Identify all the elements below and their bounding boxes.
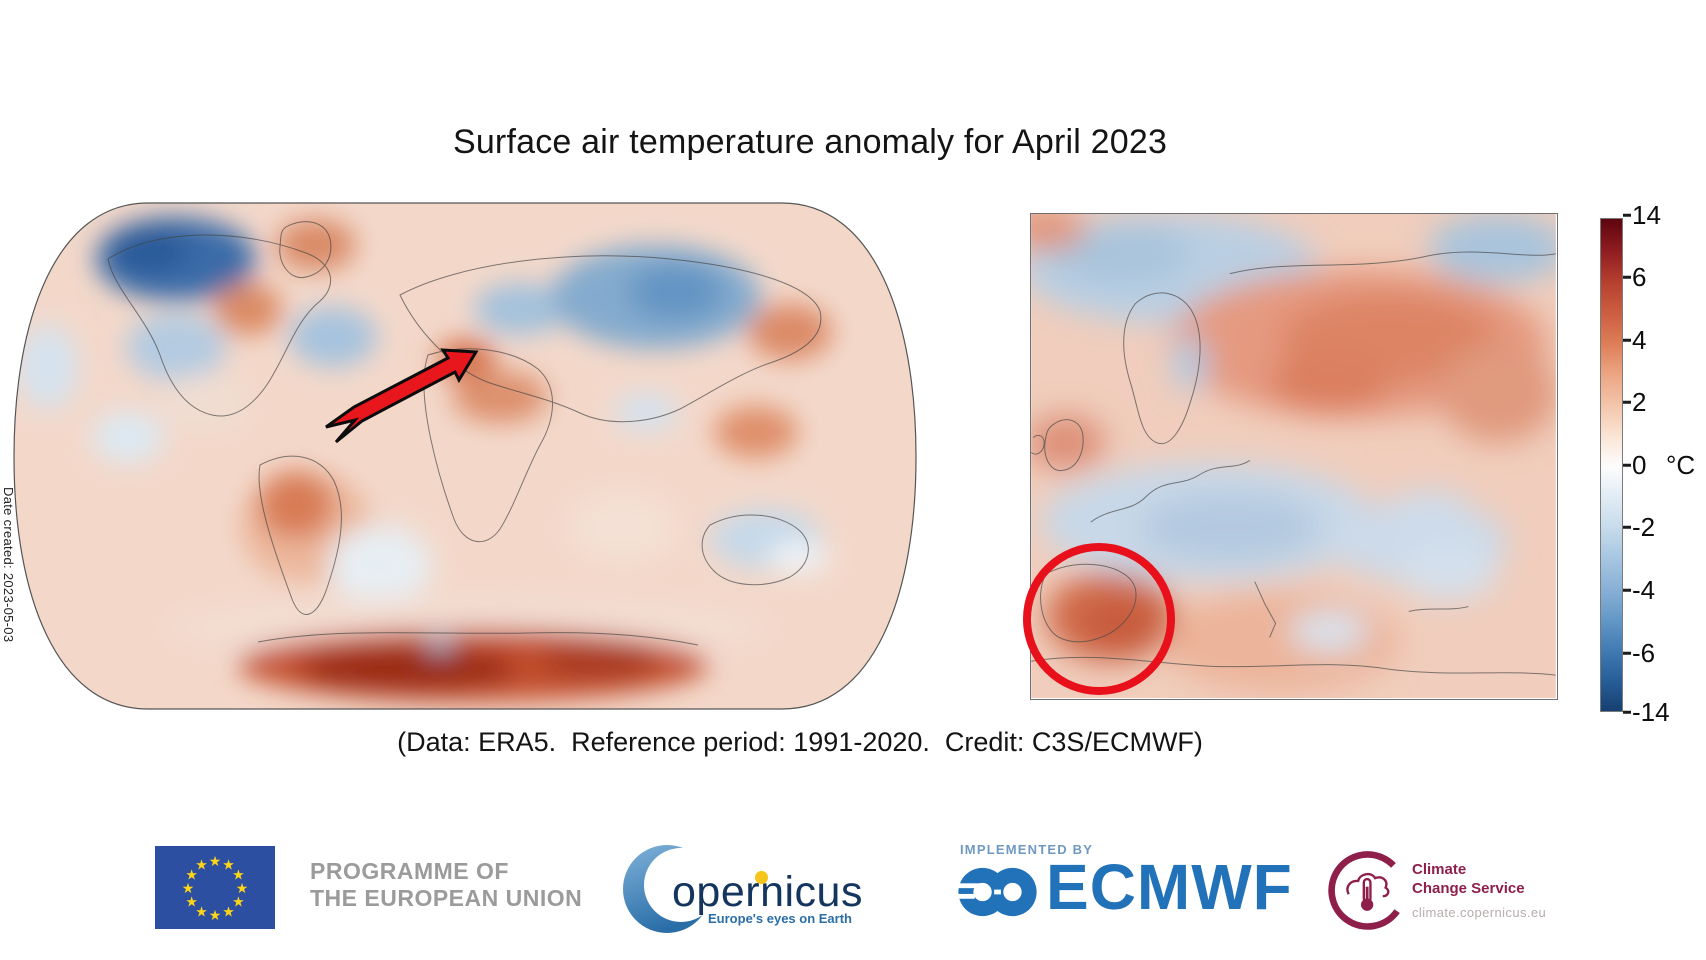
europe-map bbox=[1023, 213, 1558, 700]
eu-star-icon: ★ bbox=[232, 866, 245, 882]
colorbar-tick-label: 0 bbox=[1632, 450, 1647, 480]
copernicus-crescent-icon bbox=[623, 845, 717, 933]
ecmwf-logo-icon bbox=[956, 867, 1037, 917]
climate-change-service-label: Climate Change Service bbox=[1412, 860, 1525, 898]
c3s-name-line2: Change Service bbox=[1412, 880, 1525, 897]
eu-star-icon: ★ bbox=[195, 856, 208, 873]
eu-star-icon: ★ bbox=[195, 902, 208, 919]
colorbar-unit-label: °C bbox=[1666, 450, 1696, 480]
climate-change-service-logo-icon bbox=[1328, 851, 1407, 930]
colorbar-tick-label: -14 bbox=[1632, 697, 1670, 727]
eu-programme-line1: PROGRAMME OF bbox=[310, 858, 509, 884]
colorbar-tick-label: -6 bbox=[1632, 638, 1656, 668]
eu-programme-label: PROGRAMME OF THE EUROPEAN UNION bbox=[310, 858, 582, 912]
colorbar-tick-label: -4 bbox=[1632, 575, 1656, 605]
colorbar-tick-label: -2 bbox=[1632, 512, 1656, 542]
world-coastlines bbox=[107, 221, 822, 646]
eu-star-icon: ★ bbox=[222, 856, 235, 873]
projection-outline bbox=[13, 202, 917, 710]
colorbar-tick-label: 2 bbox=[1632, 387, 1647, 417]
c3s-name-line1: Climate bbox=[1412, 861, 1467, 878]
eu-star-icon: ★ bbox=[235, 879, 249, 896]
eu-flag-logo: ★ ★ ★ ★ ★ ★ ★ ★ ★ ★ ★ ★ bbox=[155, 846, 275, 929]
page-title: Surface air temperature anomaly for Apri… bbox=[452, 123, 1168, 161]
implemented-by-label: IMPLEMENTED BY bbox=[960, 842, 1094, 857]
eu-star-icon: ★ bbox=[222, 902, 235, 919]
c3s-url-label: climate.copernicus.eu bbox=[1412, 905, 1547, 920]
eu-programme-line2: THE EUROPEAN UNION bbox=[310, 885, 583, 911]
eu-star-icon: ★ bbox=[185, 893, 198, 909]
colorbar-tick-label: 4 bbox=[1632, 325, 1647, 355]
world-map-figure bbox=[13, 202, 917, 710]
world-map bbox=[8, 197, 922, 715]
colorbar-tick-label: 14 bbox=[1632, 200, 1661, 230]
europe-coastlines bbox=[1031, 251, 1556, 676]
date-created-label: Date created: 2023-05-03 bbox=[1, 487, 16, 643]
europe-map-figure bbox=[1031, 214, 1556, 698]
copernicus-tagline: Europe's eyes on Earth bbox=[708, 911, 852, 926]
eu-star-icon: ★ bbox=[232, 893, 245, 909]
figure-caption: (Data: ERA5. Reference period: 1991-2020… bbox=[397, 727, 1203, 757]
eu-star-icon: ★ bbox=[185, 866, 198, 882]
eu-star-icon: ★ bbox=[181, 879, 195, 896]
colorbar-gradient bbox=[1600, 218, 1623, 712]
ecmwf-wordmark: ECMWF bbox=[1046, 851, 1293, 923]
eu-star-icon: ★ bbox=[208, 852, 222, 869]
eu-star-icon: ★ bbox=[208, 906, 222, 923]
colorbar-tick-label: 6 bbox=[1632, 262, 1647, 292]
copernicus-sun-dot-icon bbox=[755, 871, 768, 884]
red-arrow-annotation bbox=[325, 348, 479, 444]
